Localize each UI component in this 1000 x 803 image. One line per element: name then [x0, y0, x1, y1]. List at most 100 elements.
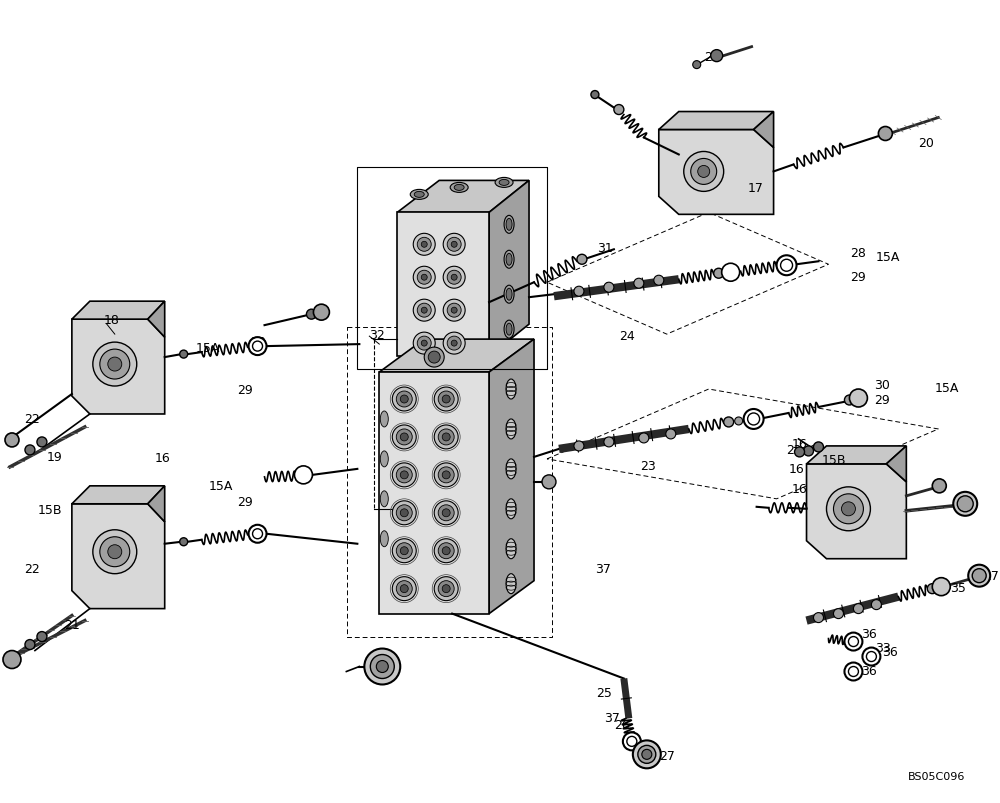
Circle shape: [726, 268, 736, 278]
Polygon shape: [754, 112, 774, 149]
Polygon shape: [379, 340, 534, 373]
Circle shape: [253, 529, 263, 539]
Circle shape: [442, 509, 450, 517]
Text: 16: 16: [792, 483, 807, 495]
Circle shape: [968, 565, 990, 587]
Text: 18: 18: [104, 313, 120, 326]
Circle shape: [447, 271, 461, 285]
Circle shape: [844, 662, 862, 681]
Text: 15A: 15A: [209, 479, 233, 493]
Circle shape: [447, 304, 461, 318]
Circle shape: [833, 609, 843, 619]
Circle shape: [844, 633, 862, 650]
Text: 24: 24: [619, 329, 635, 342]
Ellipse shape: [100, 349, 130, 380]
Circle shape: [396, 430, 412, 446]
Circle shape: [604, 438, 614, 447]
Text: 15A: 15A: [934, 381, 959, 394]
Circle shape: [434, 426, 458, 450]
Circle shape: [421, 242, 427, 248]
Text: 16: 16: [792, 438, 807, 450]
Circle shape: [413, 332, 435, 355]
Circle shape: [413, 234, 435, 256]
Ellipse shape: [826, 487, 870, 531]
Circle shape: [421, 308, 427, 314]
Circle shape: [451, 340, 457, 347]
Circle shape: [400, 509, 408, 517]
Ellipse shape: [499, 180, 509, 186]
Circle shape: [714, 269, 724, 279]
Polygon shape: [807, 464, 906, 559]
Text: 30: 30: [251, 335, 266, 349]
Circle shape: [542, 475, 556, 489]
Circle shape: [25, 640, 35, 650]
Circle shape: [654, 276, 664, 286]
Polygon shape: [489, 340, 534, 613]
Circle shape: [5, 434, 19, 447]
Polygon shape: [72, 487, 165, 504]
Circle shape: [957, 496, 973, 512]
Circle shape: [392, 426, 416, 450]
Text: 22: 22: [24, 562, 40, 576]
Circle shape: [442, 396, 450, 403]
Circle shape: [417, 271, 431, 285]
Text: 29: 29: [874, 393, 890, 406]
Circle shape: [604, 283, 614, 293]
Text: 22: 22: [704, 51, 719, 64]
Circle shape: [37, 632, 47, 642]
Ellipse shape: [506, 539, 516, 559]
Circle shape: [370, 654, 394, 679]
Circle shape: [376, 661, 388, 673]
Ellipse shape: [414, 192, 424, 198]
Circle shape: [364, 649, 400, 685]
Circle shape: [392, 388, 416, 411]
Circle shape: [848, 666, 858, 677]
Ellipse shape: [833, 494, 863, 524]
Circle shape: [814, 613, 823, 623]
Circle shape: [438, 581, 454, 597]
Polygon shape: [72, 504, 165, 609]
Ellipse shape: [504, 320, 514, 339]
Ellipse shape: [93, 530, 137, 574]
Ellipse shape: [100, 537, 130, 567]
Polygon shape: [397, 181, 529, 213]
Ellipse shape: [506, 289, 512, 301]
Circle shape: [249, 525, 267, 543]
Circle shape: [451, 308, 457, 314]
Text: 33: 33: [875, 642, 891, 654]
Circle shape: [577, 255, 587, 265]
Polygon shape: [72, 302, 165, 320]
Text: 27: 27: [659, 749, 675, 762]
Circle shape: [253, 342, 263, 352]
Circle shape: [871, 600, 881, 609]
Text: 37: 37: [595, 562, 611, 576]
Circle shape: [306, 310, 316, 320]
Circle shape: [574, 287, 584, 297]
Circle shape: [638, 745, 656, 764]
Text: 20: 20: [918, 137, 934, 150]
Text: 15A: 15A: [196, 341, 220, 354]
Text: 22: 22: [24, 413, 40, 426]
Ellipse shape: [504, 251, 514, 269]
Circle shape: [417, 304, 431, 318]
Text: 17: 17: [748, 181, 764, 194]
Circle shape: [777, 256, 797, 276]
Circle shape: [853, 604, 863, 613]
Circle shape: [972, 569, 986, 583]
Ellipse shape: [504, 216, 514, 234]
Circle shape: [396, 392, 412, 407]
Ellipse shape: [506, 499, 516, 519]
Circle shape: [447, 336, 461, 351]
Ellipse shape: [108, 545, 122, 559]
Circle shape: [313, 305, 329, 320]
Circle shape: [443, 234, 465, 256]
Polygon shape: [489, 181, 529, 357]
Circle shape: [844, 396, 854, 406]
Polygon shape: [148, 302, 165, 338]
Ellipse shape: [506, 380, 516, 400]
Text: 29: 29: [850, 271, 866, 283]
Circle shape: [392, 463, 416, 487]
Circle shape: [866, 652, 876, 662]
Circle shape: [428, 352, 440, 364]
Circle shape: [400, 547, 408, 555]
